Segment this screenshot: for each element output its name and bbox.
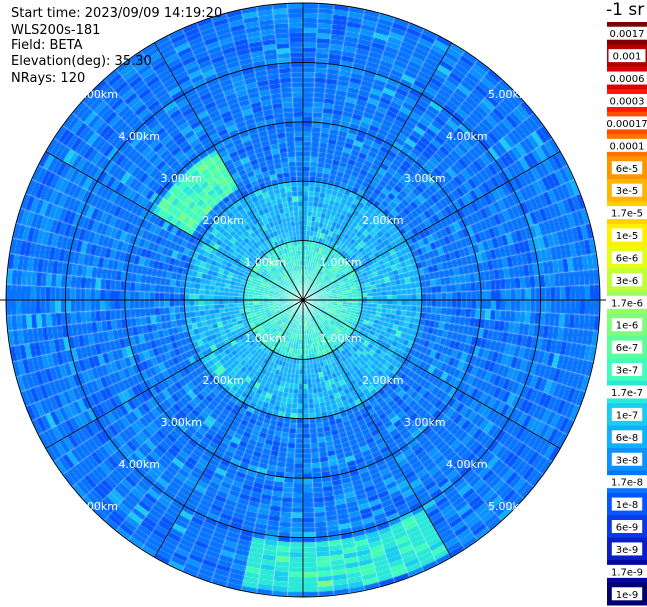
instrument-label: WLS200s-181 [11, 23, 101, 38]
legend-title: -1 sr [606, 0, 645, 20]
field-label: Field: BETA [11, 38, 83, 53]
nrays-label: NRays: 120 [11, 71, 86, 86]
start-time-label: Start time: 2023/09/09 14:19:20 [11, 6, 223, 21]
elevation-label: Elevation(deg): 35.30 [11, 54, 152, 69]
